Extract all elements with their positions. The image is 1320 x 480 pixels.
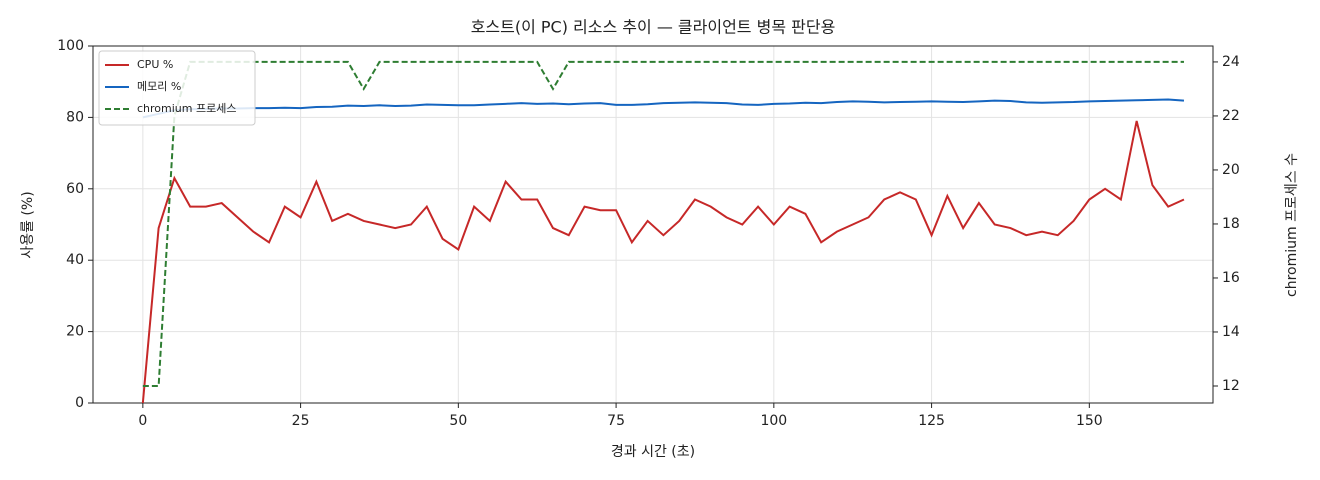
series-line bbox=[142, 98, 1185, 119]
series-line bbox=[141, 120, 1185, 404]
legend-label: chromium 프로세스 bbox=[137, 102, 236, 115]
legend-label: 메모리 % bbox=[137, 80, 181, 93]
y2-tick-label: 18 bbox=[1222, 216, 1240, 232]
y2-tick-label: 22 bbox=[1222, 108, 1240, 124]
x-tick-label: 75 bbox=[607, 413, 625, 429]
x-tick-label: 125 bbox=[918, 413, 945, 429]
y2-tick-label: 20 bbox=[1222, 162, 1240, 178]
x-tick-label: 0 bbox=[138, 413, 147, 429]
y2-tick-label: 16 bbox=[1222, 270, 1240, 286]
x-tick-label: 50 bbox=[449, 413, 467, 429]
y-tick-label: 40 bbox=[66, 252, 84, 268]
y2-tick-label: 14 bbox=[1222, 324, 1240, 340]
y-tick-label: 80 bbox=[66, 109, 84, 125]
plot-frame bbox=[92, 45, 1214, 404]
y2-axis-label: chromium 프로세스 수 bbox=[1284, 153, 1300, 297]
y-tick-label: 100 bbox=[57, 38, 84, 54]
x-tick-label: 150 bbox=[1076, 413, 1103, 429]
x-axis-label: 경과 시간 (초) bbox=[611, 444, 695, 460]
series-line bbox=[142, 60, 1184, 387]
y2-tick-label: 24 bbox=[1222, 54, 1240, 70]
x-tick-label: 25 bbox=[292, 413, 310, 429]
legend-box bbox=[98, 50, 256, 126]
y2-tick-label: 12 bbox=[1222, 378, 1240, 394]
legend-label: CPU % bbox=[137, 58, 173, 71]
x-tick-label: 100 bbox=[760, 413, 787, 429]
y-tick-label: 0 bbox=[75, 395, 84, 411]
y-axis-label: 사용률 (%) bbox=[20, 191, 36, 258]
chart-title: 호스트(이 PC) 리소스 추이 — 클라이언트 병목 판단용 bbox=[471, 18, 836, 37]
y-tick-label: 60 bbox=[66, 181, 84, 197]
y-tick-label: 20 bbox=[66, 324, 84, 340]
